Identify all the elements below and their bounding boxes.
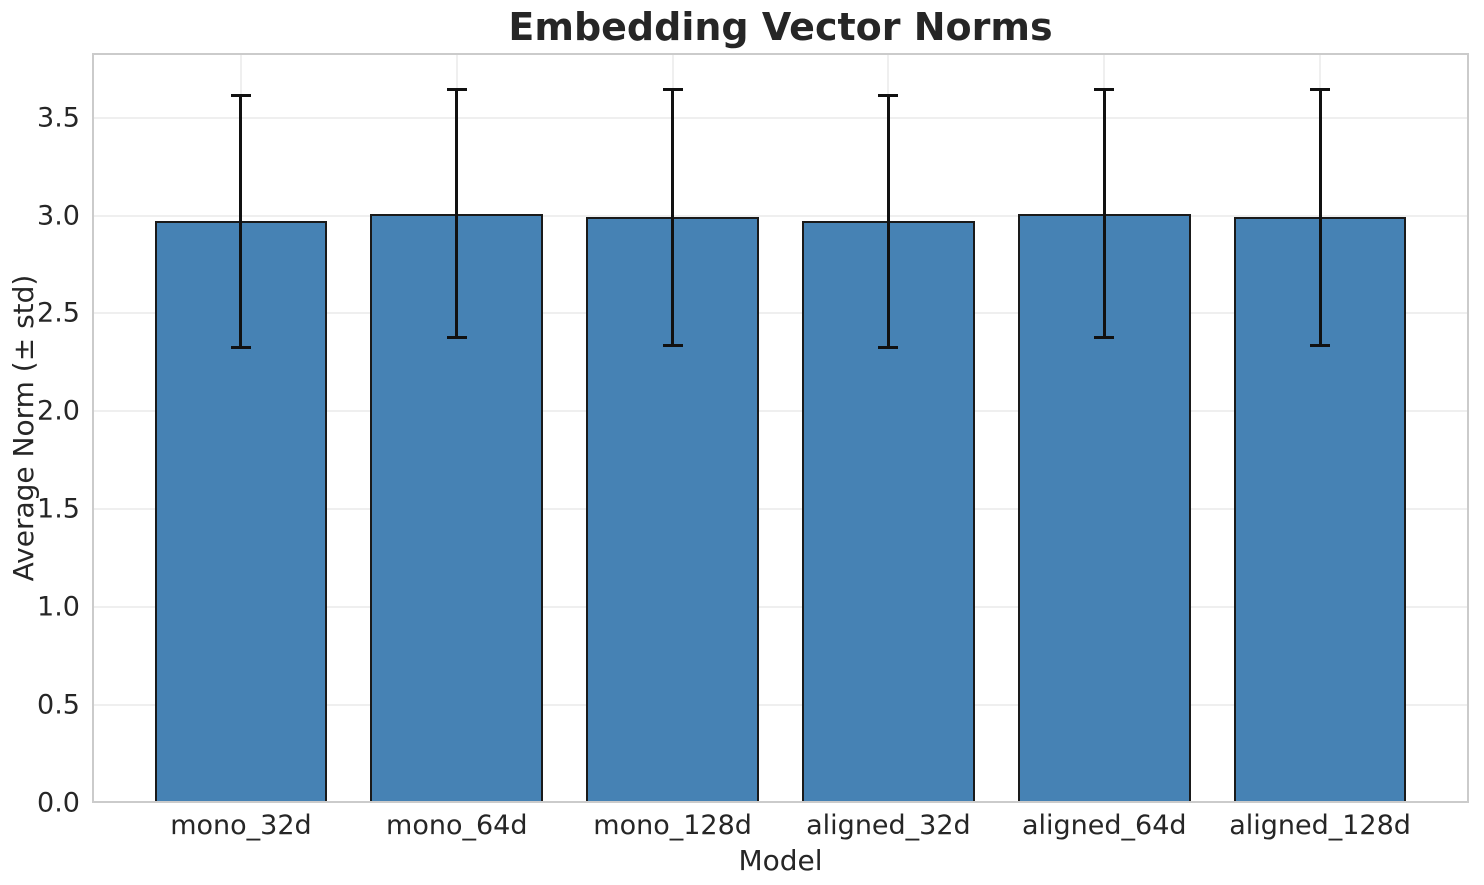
error-cap-top-mono_64d bbox=[446, 88, 467, 92]
y-tick-label: 2.0 bbox=[37, 395, 80, 427]
error-bar-aligned_64d bbox=[1102, 88, 1106, 339]
error-cap-bottom-aligned_64d bbox=[1094, 335, 1115, 339]
error-cap-bottom-aligned_32d bbox=[878, 345, 899, 349]
horizontal-gridline bbox=[92, 410, 1469, 413]
y-tick-label: 1.5 bbox=[37, 493, 80, 525]
x-tick-label-mono_64d: mono_64d bbox=[386, 810, 528, 841]
horizontal-gridline bbox=[92, 312, 1469, 315]
plot-area bbox=[92, 53, 1469, 803]
horizontal-gridline bbox=[92, 508, 1469, 511]
bar-aligned_32d bbox=[802, 221, 975, 803]
error-cap-top-aligned_128d bbox=[1310, 88, 1331, 92]
error-cap-bottom-mono_128d bbox=[662, 343, 683, 347]
error-bar-aligned_32d bbox=[886, 94, 890, 349]
error-cap-top-aligned_32d bbox=[878, 94, 899, 98]
bar-mono_128d bbox=[586, 217, 759, 803]
error-cap-top-mono_32d bbox=[230, 94, 251, 98]
horizontal-gridline bbox=[92, 606, 1469, 609]
error-cap-top-mono_128d bbox=[662, 88, 683, 92]
error-cap-bottom-aligned_128d bbox=[1310, 343, 1331, 347]
x-tick-label-mono_128d: mono_128d bbox=[593, 810, 752, 841]
y-axis-label-text: Average Norm (± std) bbox=[7, 274, 40, 582]
y-tick-label: 1.0 bbox=[37, 591, 80, 623]
error-bar-mono_128d bbox=[671, 88, 675, 347]
error-cap-top-aligned_64d bbox=[1094, 88, 1115, 92]
error-bar-mono_32d bbox=[239, 94, 243, 349]
y-tick-label: 0.5 bbox=[37, 689, 80, 721]
y-tick-label: 3.0 bbox=[37, 200, 80, 232]
x-tick-label-mono_32d: mono_32d bbox=[170, 810, 312, 841]
chart-title: Embedding Vector Norms bbox=[508, 5, 1053, 49]
x-tick-label-aligned_128d: aligned_128d bbox=[1229, 810, 1411, 841]
horizontal-gridline bbox=[92, 116, 1469, 119]
error-bar-aligned_128d bbox=[1318, 88, 1322, 347]
error-cap-bottom-mono_32d bbox=[230, 345, 251, 349]
y-tick-label: 2.5 bbox=[37, 297, 80, 329]
horizontal-gridline bbox=[92, 214, 1469, 217]
y-tick-label: 3.5 bbox=[37, 102, 80, 134]
x-tick-label-aligned_32d: aligned_32d bbox=[806, 810, 971, 841]
y-tick-label: 0.0 bbox=[37, 787, 80, 819]
horizontal-gridline bbox=[92, 704, 1469, 707]
x-tick-label-aligned_64d: aligned_64d bbox=[1021, 810, 1187, 841]
error-bar-mono_64d bbox=[455, 88, 459, 339]
error-cap-bottom-mono_64d bbox=[446, 335, 467, 339]
x-axis-label: Model bbox=[738, 844, 823, 877]
